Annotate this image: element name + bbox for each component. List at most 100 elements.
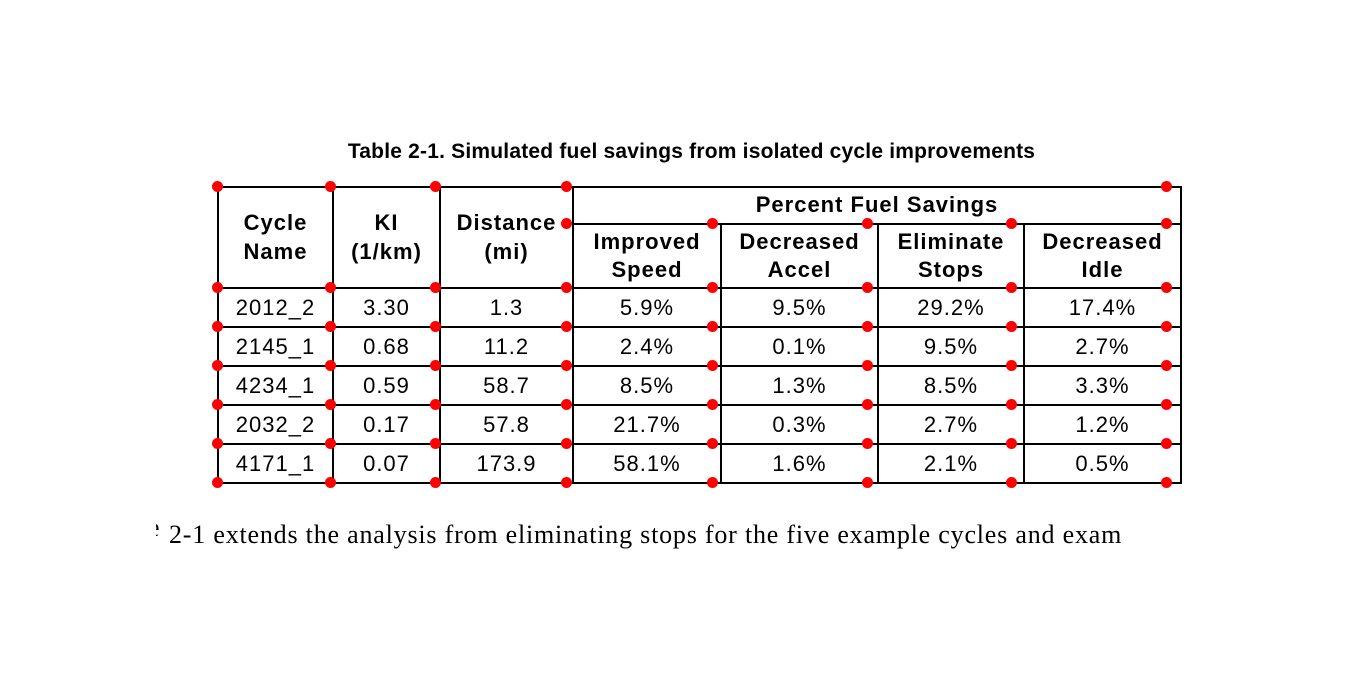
corner-dot: [1160, 437, 1172, 449]
corner-dot: [1005, 217, 1017, 229]
corner-dot: [861, 398, 873, 410]
table-cell: 0.07: [332, 443, 441, 484]
table-cell: 8.5%: [877, 365, 1025, 406]
corner-dot: [324, 281, 336, 293]
corner-dot: [429, 281, 441, 293]
table-cell: 2145_1: [217, 326, 334, 367]
body-text: e2-1 extends the analysis from eliminati…: [156, 513, 1122, 550]
col-header-ki: KI (1/km): [332, 186, 441, 289]
table-cell: 4171_1: [217, 443, 334, 484]
table-cell: 58.7: [439, 365, 574, 406]
table-row: 4234_1 0.59 58.7 8.5% 1.3% 8.5% 3.3%: [217, 365, 1182, 406]
table-cell: 173.9: [439, 443, 574, 484]
col-header-decreased-accel: Decreased Accel: [720, 223, 879, 289]
table-cell: 9.5%: [877, 326, 1025, 367]
table-cell: 0.5%: [1023, 443, 1182, 484]
corner-dot: [1005, 398, 1017, 410]
corner-dot: [211, 437, 223, 449]
table-header-row-group: Cycle Name KI (1/km) Distance (mi) Perce…: [217, 186, 1182, 289]
table-row: 4171_1 0.07 173.9 58.1% 1.6% 2.1% 0.5%: [217, 443, 1182, 484]
table-cell: 2.1%: [877, 443, 1025, 484]
table-cell: 21.7%: [572, 404, 722, 445]
table-cell: 2.7%: [877, 404, 1025, 445]
table-cell: 0.68: [332, 326, 441, 367]
table-cell: 1.6%: [720, 443, 879, 484]
corner-dot: [706, 217, 718, 229]
table-cell: 2.7%: [1023, 326, 1182, 367]
table-cell: 1.3%: [720, 365, 879, 406]
corner-dot: [1160, 398, 1172, 410]
col-header-cycle-name: Cycle Name: [217, 186, 334, 289]
corner-dot: [706, 281, 718, 293]
corner-dot: [324, 476, 336, 488]
table-cell: 5.9%: [572, 287, 722, 328]
corner-dot: [560, 320, 572, 332]
table-cell: 57.8: [439, 404, 574, 445]
table-cell: 0.1%: [720, 326, 879, 367]
corner-dot: [211, 180, 223, 192]
table-cell: 2.4%: [572, 326, 722, 367]
corner-dot: [861, 476, 873, 488]
corner-dot: [560, 476, 572, 488]
table-header-row-sub: Improved Speed Decreased Accel Eliminate…: [218, 223, 1182, 289]
corner-dot: [560, 437, 572, 449]
corner-dot: [324, 437, 336, 449]
table-cell: 29.2%: [877, 287, 1025, 328]
corner-dot: [706, 320, 718, 332]
col-header-distance: Distance (mi): [439, 186, 574, 289]
corner-dot: [211, 281, 223, 293]
table-cell: 0.17: [332, 404, 441, 445]
group-header-percent-fuel-savings: Percent Fuel Savings: [572, 186, 1182, 225]
table-cell: 3.30: [332, 287, 441, 328]
corner-dot: [706, 359, 718, 371]
corner-dot: [1160, 281, 1172, 293]
table-cell: 17.4%: [1023, 287, 1182, 328]
col-header-eliminate-stops: Eliminate Stops: [877, 223, 1025, 289]
table-cell: 9.5%: [720, 287, 879, 328]
table-cell: 58.1%: [572, 443, 722, 484]
corner-dot: [706, 476, 718, 488]
corner-dot: [560, 217, 572, 229]
corner-dot: [429, 320, 441, 332]
corner-dot: [211, 398, 223, 410]
corner-dot: [706, 398, 718, 410]
table-cell: 1.3: [439, 287, 574, 328]
corner-dot: [560, 398, 572, 410]
corner-dot: [211, 476, 223, 488]
table-row: 2032_2 0.17 57.8 21.7% 0.3% 2.7% 1.2%: [217, 404, 1182, 445]
table-row: 2012_2 3.30 1.3 5.9% 9.5% 29.2% 17.4%: [217, 287, 1182, 328]
table-cell: 1.2%: [1023, 404, 1182, 445]
corner-dot: [324, 398, 336, 410]
table-cell: 0.59: [332, 365, 441, 406]
table-caption: Table 2-1. Simulated fuel savings from i…: [347, 140, 1036, 163]
table-cell: 3.3%: [1023, 365, 1182, 406]
corner-dot: [1005, 359, 1017, 371]
table-cell: 2012_2: [217, 287, 334, 328]
corner-dot: [1160, 359, 1172, 371]
clipped-character: e: [156, 513, 162, 543]
corner-dot: [429, 437, 441, 449]
corner-dot: [211, 359, 223, 371]
table-cell: 4234_1: [217, 365, 334, 406]
corner-dot: [861, 281, 873, 293]
table-cell: 2032_2: [217, 404, 334, 445]
col-header-decreased-idle: Decreased Idle: [1023, 223, 1182, 289]
corner-dot: [1005, 320, 1017, 332]
corner-dot: [560, 180, 572, 192]
corner-dot: [560, 281, 572, 293]
table-row: 2145_1 0.68 11.2 2.4% 0.1% 9.5% 2.7%: [217, 326, 1182, 367]
fuel-savings-table: Cycle Name KI (1/km) Distance (mi) Perce…: [217, 186, 1182, 484]
corner-dot: [324, 320, 336, 332]
corner-dot: [1005, 281, 1017, 293]
col-header-improved-speed: Improved Speed: [572, 223, 722, 289]
corner-dot: [1160, 180, 1172, 192]
corner-dot: [211, 320, 223, 332]
table-cell: 11.2: [439, 326, 574, 367]
corner-dot: [324, 359, 336, 371]
corner-dot: [1160, 476, 1172, 488]
corner-dot: [1005, 476, 1017, 488]
corner-dot: [1160, 217, 1172, 229]
corner-dot: [324, 180, 336, 192]
corner-dot: [1160, 320, 1172, 332]
